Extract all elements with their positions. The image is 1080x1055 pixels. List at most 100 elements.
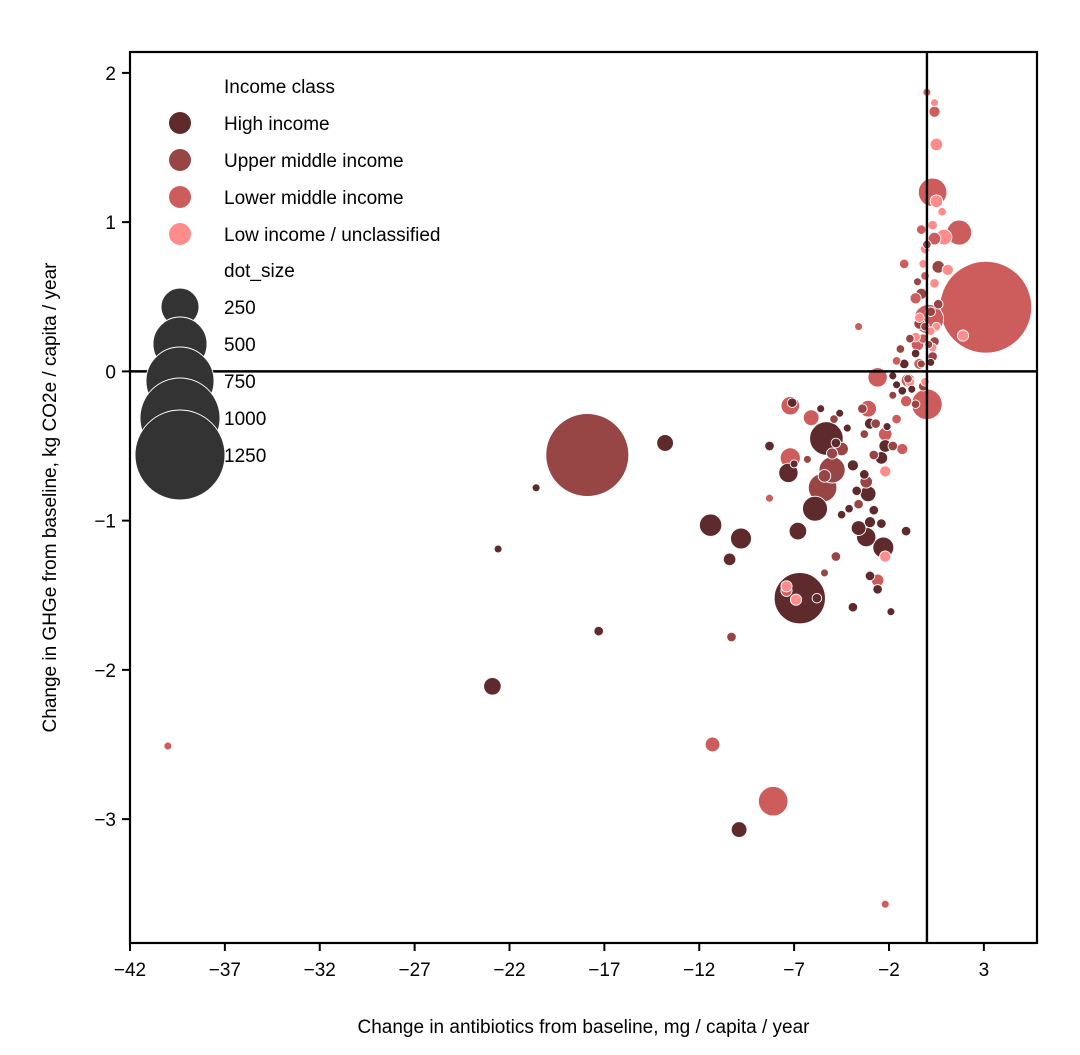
data-point	[854, 322, 864, 332]
y-axis-label: Change in GHGe from baseline, kg CO2e / …	[40, 262, 61, 733]
data-point	[820, 568, 829, 578]
axis-ticks: −42 −37 −32 −27 −22 −17 −12 −7 −2 3 2 1 0 −1 −2 −3	[94, 64, 989, 981]
y-tick-label: 0	[105, 362, 116, 383]
data-point	[892, 380, 902, 390]
legend-marker	[169, 223, 191, 245]
x-tick-label: −32	[304, 960, 336, 981]
data-point	[895, 344, 906, 354]
legend-size-label: 1250	[224, 446, 266, 467]
data-point	[816, 404, 826, 414]
data-point	[789, 459, 799, 469]
data-point	[882, 422, 892, 432]
data-point	[900, 395, 913, 408]
data-point	[891, 356, 902, 366]
data-point	[880, 899, 890, 909]
data-point	[868, 449, 880, 461]
data-point	[698, 513, 723, 537]
data-point	[886, 607, 896, 617]
legend-size-label: 750	[224, 372, 256, 393]
legend-size-label: 250	[224, 298, 256, 319]
data-point	[786, 397, 798, 408]
y-tick-label: 2	[105, 64, 116, 85]
data-point	[913, 277, 922, 287]
x-tick-label: −17	[588, 960, 620, 981]
data-point	[872, 584, 883, 595]
data-point	[765, 493, 774, 503]
data-point	[842, 423, 852, 433]
data-point	[163, 741, 173, 751]
data-point	[847, 601, 859, 613]
data-point	[802, 409, 820, 427]
data-point	[859, 469, 870, 480]
data-point	[897, 386, 908, 396]
data-point	[864, 570, 876, 582]
legend: Income class dot_size High income Upper m…	[134, 77, 441, 501]
x-tick-label: −42	[114, 960, 146, 981]
data-point	[780, 580, 793, 593]
data-point	[764, 440, 775, 452]
y-tick-label: −3	[94, 810, 116, 831]
data-point	[903, 374, 913, 384]
data-point	[789, 593, 803, 606]
x-tick-label: −2	[878, 960, 900, 981]
data-point	[927, 231, 942, 246]
data-point	[929, 278, 940, 289]
x-tick-label: −22	[493, 960, 525, 981]
data-point	[851, 485, 862, 497]
data-point	[879, 465, 892, 478]
data-point	[730, 821, 748, 838]
data-point	[905, 333, 915, 344]
data-point	[907, 384, 917, 394]
data-point	[916, 359, 926, 369]
x-axis-label: Change in antibiotics from baseline, mg …	[357, 1017, 810, 1038]
data-point	[910, 348, 921, 359]
data-point	[896, 442, 909, 456]
legend-size-label: 1000	[224, 409, 266, 430]
data-point	[898, 258, 910, 270]
data-point	[857, 403, 868, 414]
y-tick-label: −2	[94, 661, 116, 682]
data-point	[876, 518, 887, 529]
x-tick-label: −7	[783, 960, 805, 981]
data-point	[844, 503, 854, 514]
legend-size-marker	[134, 409, 226, 501]
data-point	[726, 631, 737, 643]
data-point	[817, 469, 832, 483]
legend-label: Upper middle income	[224, 151, 404, 172]
data-point	[916, 224, 927, 235]
data-point	[835, 408, 845, 418]
data-point	[929, 137, 944, 152]
points-layer	[163, 87, 1033, 909]
legend-marker	[169, 112, 191, 134]
data-point	[722, 552, 737, 567]
data-point	[704, 736, 721, 753]
data-point	[930, 98, 939, 108]
y-tick-label: −1	[94, 512, 116, 533]
data-point	[909, 292, 922, 305]
legend-marker	[169, 186, 191, 208]
data-point	[900, 525, 912, 537]
data-point	[927, 219, 938, 231]
data-point	[887, 440, 899, 452]
data-point	[914, 312, 925, 323]
data-point	[830, 437, 842, 449]
data-point	[531, 483, 541, 493]
data-point	[868, 504, 880, 516]
data-point	[850, 520, 867, 536]
reference-lines	[130, 52, 1037, 943]
legend-marker	[169, 149, 191, 171]
data-point	[888, 371, 898, 381]
data-point	[929, 194, 944, 208]
data-point	[757, 785, 789, 817]
data-point	[802, 495, 828, 522]
data-point	[928, 105, 941, 118]
data-point	[656, 434, 674, 452]
x-tick-label: −12	[683, 960, 715, 981]
plot-frame	[128, 50, 1039, 945]
x-tick-label: 3	[979, 960, 990, 981]
data-point	[937, 206, 947, 217]
data-point	[545, 413, 630, 497]
data-point	[730, 527, 752, 550]
